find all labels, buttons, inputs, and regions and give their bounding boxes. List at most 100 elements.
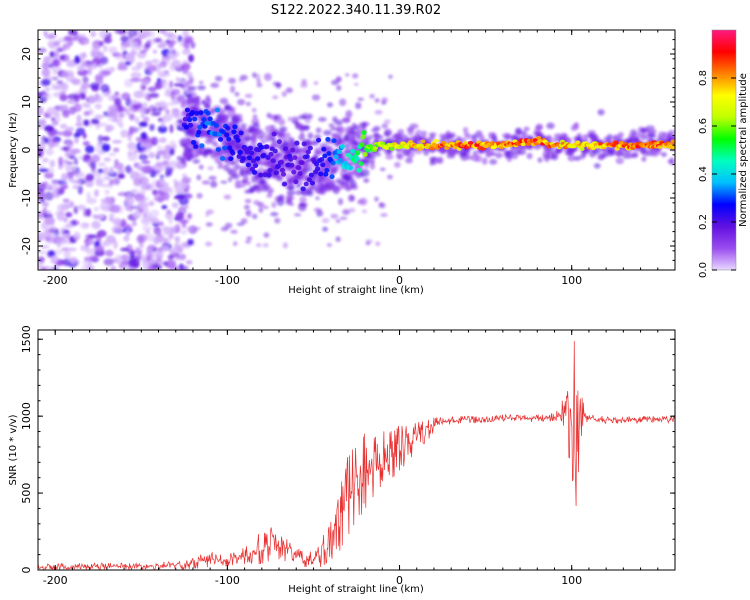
- ridge-core: [262, 172, 268, 178]
- ridge-halo: [279, 126, 288, 132]
- noise-speckle: [93, 206, 99, 212]
- noise-speckle: [120, 45, 127, 51]
- ridge-core: [216, 132, 223, 137]
- sparse-speckle: [386, 174, 393, 180]
- noise-speckle: [167, 101, 175, 106]
- ridge-core: [360, 134, 366, 140]
- ridge-halo: [315, 127, 322, 134]
- noise-speckle: [41, 68, 51, 77]
- noise-speckle: [99, 203, 107, 210]
- noise-speckle: [143, 116, 150, 123]
- noise-speckle: [156, 145, 164, 150]
- ridge-halo: [224, 105, 230, 110]
- noise-speckle: [133, 210, 142, 219]
- ridge-core: [359, 142, 365, 148]
- noise-speckle: [67, 161, 74, 166]
- colorbar-tick-label: 0.4: [698, 166, 709, 182]
- ridge-core: [205, 110, 211, 116]
- noise-speckle: [53, 50, 60, 58]
- noise-speckle: [113, 147, 120, 153]
- sparse-speckle: [272, 81, 281, 86]
- noise-speckle: [168, 232, 174, 240]
- ridge-halo: [278, 194, 285, 202]
- noise-speckle: [127, 30, 138, 38]
- noise-speckle: [148, 152, 156, 159]
- x-tick-label: -100: [215, 274, 240, 287]
- x-tick-label: -200: [43, 574, 68, 587]
- ridge-halo: [190, 91, 197, 97]
- noise-speckle: [161, 205, 168, 210]
- noise-speckle: [123, 235, 130, 242]
- ridge-halo: [307, 132, 314, 140]
- ridge-halo: [421, 130, 427, 138]
- ridge-core: [324, 167, 330, 173]
- noise-speckle: [103, 166, 109, 176]
- noise-speckle: [134, 116, 140, 124]
- ridge-core: [330, 160, 336, 166]
- noise-speckle: [45, 236, 51, 241]
- noise-speckle: [52, 68, 57, 75]
- noise-speckle: [108, 46, 118, 54]
- ridge-core: [356, 167, 362, 173]
- sparse-speckle: [294, 213, 302, 217]
- ridge-halo: [263, 73, 272, 81]
- ridge-core: [320, 162, 326, 168]
- sparse-speckle: [374, 109, 383, 115]
- ridge-core: [575, 140, 581, 145]
- ridge-core: [182, 116, 188, 122]
- noise-speckle: [87, 95, 97, 104]
- ridge-halo: [248, 127, 255, 133]
- ridge-halo: [449, 132, 456, 139]
- noise-speckle: [88, 234, 99, 239]
- ridge-core: [291, 169, 297, 175]
- noise-speckle: [38, 250, 47, 255]
- ridge-core: [361, 130, 367, 135]
- sparse-speckle: [374, 98, 380, 103]
- ridge-halo: [574, 122, 580, 130]
- ridge-core: [268, 151, 274, 157]
- noise-speckle: [91, 220, 101, 230]
- ridge-core: [355, 150, 361, 156]
- noise-speckle: [38, 106, 44, 116]
- noise-speckle: [115, 253, 121, 262]
- noise-speckle: [46, 210, 52, 216]
- ridge-core: [219, 156, 226, 161]
- ridge-core: [404, 145, 411, 150]
- ridge-halo: [489, 158, 498, 165]
- spectrogram-x-label: Height of straight line (km): [288, 285, 424, 296]
- noise-speckle: [150, 112, 161, 117]
- noise-speckle: [136, 61, 144, 69]
- ridge-core: [217, 137, 224, 142]
- noise-speckle: [149, 137, 156, 144]
- sparse-speckle: [239, 74, 248, 81]
- noise-speckle: [103, 36, 113, 44]
- ridge-halo: [183, 142, 190, 151]
- noise-speckle: [117, 64, 128, 71]
- ridge-core: [308, 172, 314, 178]
- sparse-speckle: [223, 194, 232, 200]
- noise-speckle: [38, 256, 45, 263]
- sparse-speckle: [245, 101, 252, 107]
- ridge-halo: [409, 123, 419, 129]
- x-tick-label: -200: [43, 274, 68, 287]
- ridge-halo: [363, 178, 370, 183]
- noise-speckle: [168, 80, 174, 89]
- ridge-halo: [361, 121, 370, 127]
- ridge-core: [290, 147, 296, 153]
- noise-speckle: [49, 51, 55, 58]
- ridge-core: [183, 124, 190, 130]
- sparse-speckle: [229, 229, 235, 234]
- noise-speckle: [62, 233, 68, 239]
- ridge-core: [331, 138, 337, 144]
- noise-speckle: [103, 175, 111, 181]
- noise-speckle: [187, 238, 194, 246]
- noise-speckle: [89, 238, 95, 246]
- ridge-halo: [264, 134, 271, 143]
- ridge-core: [237, 149, 243, 155]
- sparse-speckle: [373, 125, 381, 131]
- ridge-core: [316, 137, 322, 143]
- ridge-halo: [355, 102, 362, 110]
- noise-speckle: [60, 83, 68, 90]
- noise-speckle: [97, 122, 108, 127]
